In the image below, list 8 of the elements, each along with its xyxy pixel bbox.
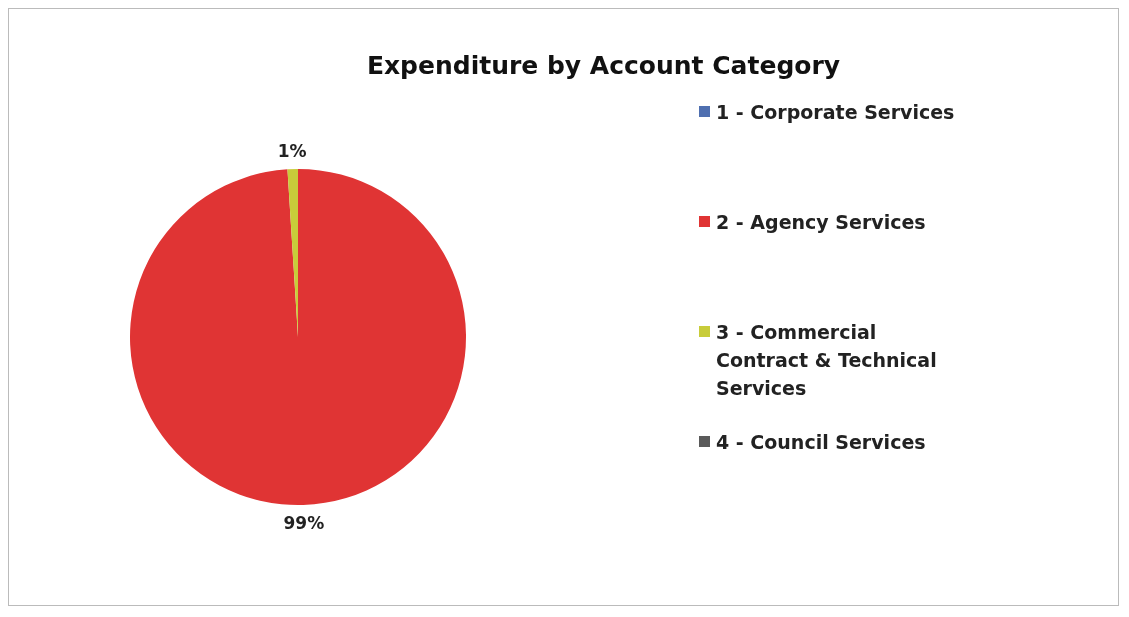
legend-label: 3 - Commercial Contract & Technical Services: [716, 320, 938, 401]
chart-title: Expenditure by Account Category: [365, 50, 842, 80]
pie-slice: [130, 169, 466, 505]
legend-label: 1 - Corporate Services: [716, 100, 956, 125]
legend-label: 4 - Council Services: [716, 430, 927, 455]
data-label: 1%: [277, 141, 307, 162]
legend-label: 2 - Agency Services: [716, 210, 927, 235]
data-label: 99%: [283, 512, 325, 533]
